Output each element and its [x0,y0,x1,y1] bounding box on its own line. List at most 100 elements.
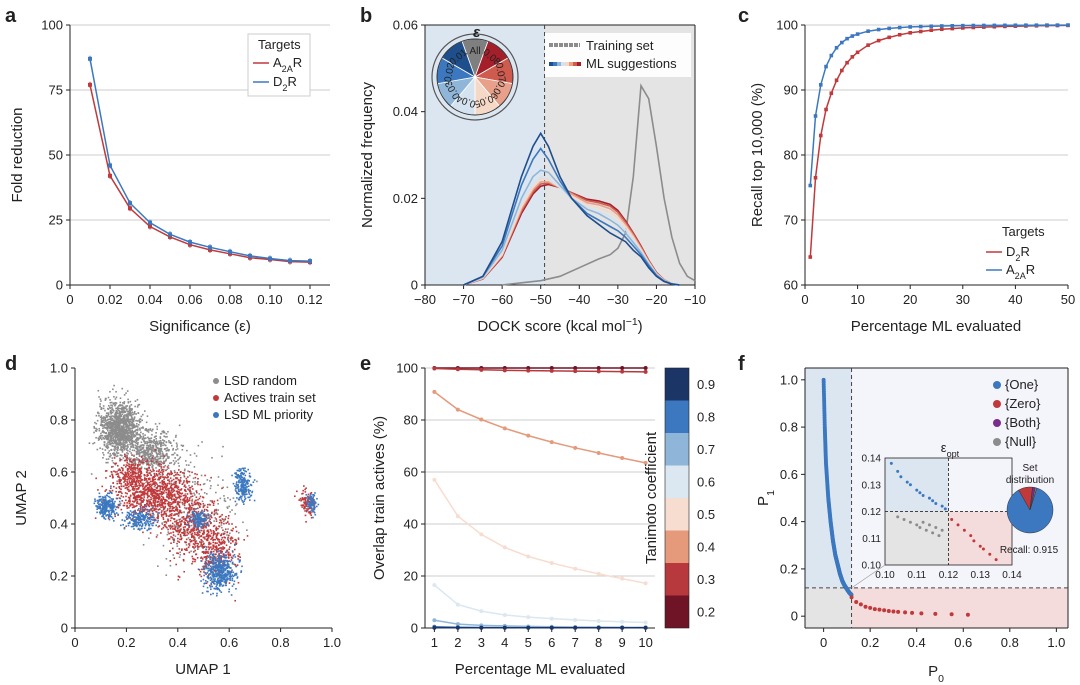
scatter-point [136,450,138,453]
scatter-point [127,398,129,401]
scatter-point [123,419,126,421]
scatter-point [151,515,154,517]
scatter-point [184,489,186,492]
scatter-point [168,487,170,490]
scatter-point [101,507,104,510]
scatter-point [102,452,104,454]
scatter-point [175,513,178,515]
scatter-point [119,469,122,472]
scatter-point [135,523,137,526]
scatter-point [206,493,208,495]
scatter-point [132,435,135,438]
scatter-point [166,499,168,502]
scatter-point [306,509,308,512]
scatter-point [139,524,141,526]
scatter-point [120,411,123,413]
scatter-point [135,522,138,524]
scatter-point [118,486,121,488]
scatter-point [205,526,207,529]
scatter-point [170,532,172,534]
y-tick-label: 70 [784,213,798,228]
scatter-point [183,502,186,505]
scatter-point [126,454,129,457]
scatter-point [138,474,141,477]
scatter-point [151,448,153,450]
scatter-point [118,412,120,414]
scatter-point [170,514,173,517]
scatter-point [218,571,221,574]
scatter-point [194,533,196,536]
scatter-point [138,433,140,436]
scatter-point [149,458,151,460]
scatter-point [114,437,117,439]
scatter-point [175,460,177,463]
scatter-point [166,508,169,510]
scatter-point [165,520,167,523]
scatter-point [133,435,136,438]
data-point [929,24,934,29]
scatter-point [184,526,186,528]
scatter-point [124,455,127,458]
scatter-point [148,464,150,466]
scatter-point [182,558,185,561]
scatter-point [140,415,143,418]
scatter-point [167,520,169,522]
scatter-point [148,478,150,481]
scatter-point [159,450,162,452]
data-point [308,259,312,264]
scatter-point [227,515,230,517]
scatter-point [310,491,313,494]
scatter-point [115,512,118,514]
scatter-point [141,437,144,440]
scatter-point [217,566,220,568]
scatter-point [143,454,146,456]
scatter-point [112,507,114,509]
scatter-point [234,599,237,602]
scatter-point [98,396,100,398]
scatter-point [116,452,118,455]
scatter-point [203,532,205,535]
scatter-point [117,437,119,439]
data-point [248,253,252,258]
scatter-point [138,498,141,501]
scatter-point [167,538,170,541]
scatter-point [118,443,120,446]
scatter-point [201,441,203,443]
scatter-point [135,496,138,498]
scatter-point [207,533,209,535]
scatter-point [150,498,152,501]
panel-letter-c: c [738,5,749,27]
scatter-point [184,493,187,495]
scatter-point [143,517,145,519]
scatter-point [111,426,113,428]
scatter-point [141,527,143,530]
scatter-point [214,557,217,560]
scatter-point [143,455,146,458]
scatter-point [178,490,180,493]
scatter-point [299,497,302,500]
scatter-point [102,427,104,430]
scatter-point [146,480,148,482]
scatter-point [215,580,217,583]
scatter-point [135,442,138,444]
scatter-point [237,538,240,540]
scatter-point [163,456,165,459]
scatter-point [104,507,106,510]
scatter-point [181,503,184,506]
scatter-point [126,480,128,483]
scatter-point [198,569,201,571]
scatter-point [159,475,162,478]
scatter-point [156,453,159,456]
scatter-point [151,461,153,463]
scatter-point [178,501,181,504]
scatter-point [205,525,207,527]
scatter-point [128,465,131,468]
scatter-point [136,495,138,497]
scatter-point [122,438,125,440]
scatter-point [102,496,104,498]
scatter-point [120,466,123,469]
scatter-point [194,560,196,563]
scatter-point [131,436,133,439]
training-set-curve [502,83,696,286]
scatter-point [163,468,165,471]
